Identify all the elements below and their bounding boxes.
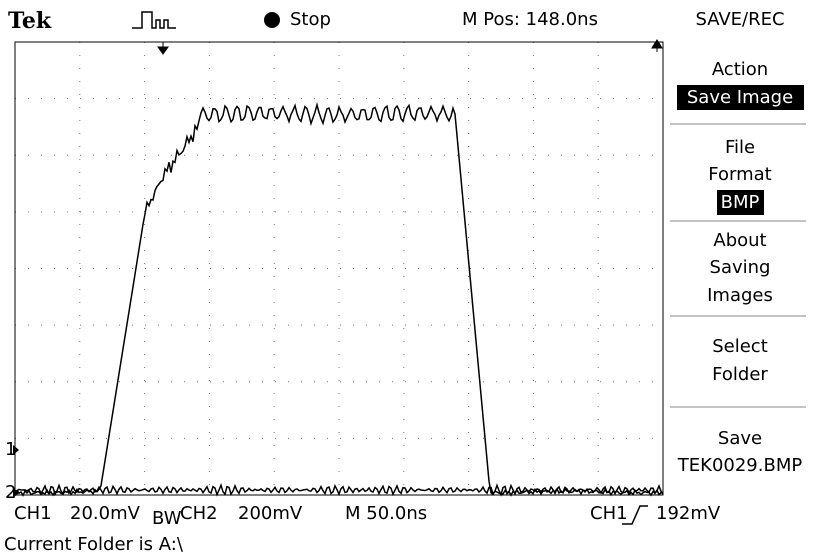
ch1-marker: 1 [5, 439, 16, 460]
ch1-trace [14, 101, 664, 497]
menu-label: File [725, 137, 755, 158]
ch2-marker: 2 [5, 482, 16, 503]
ch1-label: CH1 [14, 503, 52, 524]
menu-label: Format [708, 164, 771, 185]
menu-label: Action [712, 59, 768, 80]
menu-highlight [717, 190, 764, 215]
trigger-level: 192mV [656, 503, 721, 524]
menu-value[interactable]: TEK0029.BMP [677, 455, 803, 476]
trigger-source: CH1 [590, 503, 628, 524]
trigger-position-marker [157, 42, 169, 55]
menu-label[interactable]: Save [718, 428, 762, 449]
run-status-icon [264, 12, 280, 28]
offset-marker [651, 39, 663, 52]
current-folder: Current Folder is A:\ [4, 534, 184, 555]
trigger-icon [132, 11, 176, 29]
menu-label[interactable]: Folder [712, 364, 768, 385]
ch2-label: CH2 [180, 503, 218, 524]
trigger-slope [622, 505, 648, 525]
menu-label[interactable]: Select [712, 336, 768, 357]
timebase: M 50.0ns [345, 503, 427, 524]
horizontal-position: M Pos: 148.0ns [462, 9, 598, 30]
ch2-scale: 200mV [238, 503, 303, 524]
menu-label[interactable]: About [713, 230, 766, 251]
menu-highlight [677, 85, 804, 110]
ch1-scale: 20.0mV [70, 503, 141, 524]
ch1-arrow [13, 445, 19, 455]
graticule [15, 42, 663, 495]
brand: Tek [8, 8, 52, 34]
bw-limit: BW [152, 508, 182, 529]
menu-label[interactable]: Saving [710, 257, 771, 278]
ch2-arrow [13, 488, 19, 498]
menu-title: SAVE/REC [695, 9, 784, 30]
menu-label[interactable]: Images [707, 285, 773, 306]
menu-value[interactable]: Save Image [687, 87, 793, 108]
menu-value[interactable]: BMP [721, 192, 760, 213]
ch2-trace [14, 482, 664, 497]
run-status: Stop [290, 9, 331, 30]
